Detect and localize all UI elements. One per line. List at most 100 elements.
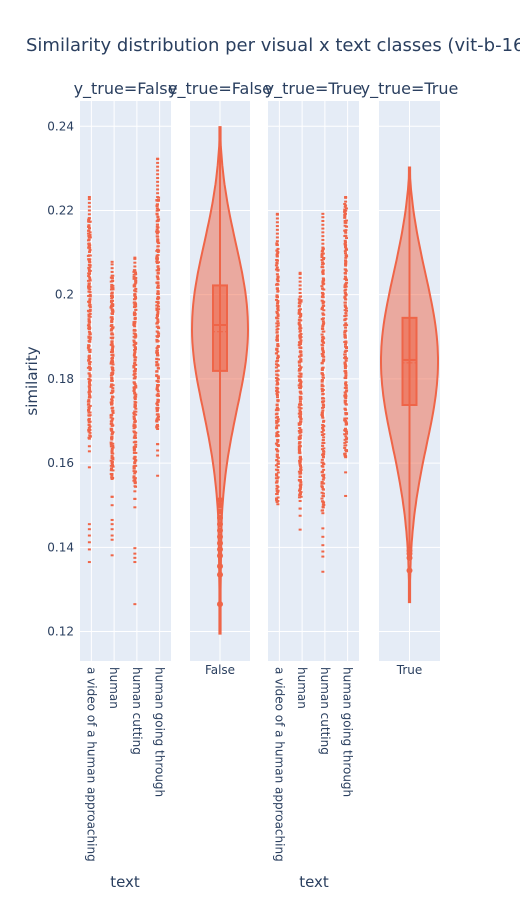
strip-point — [322, 256, 326, 259]
strip-point — [111, 458, 115, 461]
strip-point — [298, 493, 302, 496]
strip-point — [276, 491, 280, 494]
strip-point — [87, 380, 91, 383]
strip-point — [87, 445, 91, 448]
strip-point — [321, 272, 325, 275]
strip-point — [275, 347, 279, 350]
strip-point — [109, 420, 113, 423]
strip-point — [276, 301, 280, 304]
strip-point — [343, 370, 347, 373]
strip-point — [134, 356, 138, 359]
y-tick-label: 0.22 — [47, 203, 74, 217]
strip-point — [110, 477, 114, 480]
strip-point — [343, 304, 347, 307]
y-tick-label: 0.18 — [47, 372, 74, 386]
strip-point — [111, 444, 115, 447]
strip-point — [344, 390, 348, 393]
strip-point — [110, 332, 114, 335]
strip-point — [321, 544, 325, 547]
strip-point — [320, 340, 324, 343]
strip-point — [88, 250, 92, 253]
strip-point — [344, 269, 348, 272]
strip-point — [133, 314, 137, 317]
strip-point — [297, 448, 301, 451]
strip-point — [87, 234, 91, 237]
strip-point — [299, 358, 303, 361]
strip-point — [345, 225, 349, 228]
strip-point — [343, 208, 347, 211]
strip-point — [88, 431, 92, 434]
strip-point — [344, 293, 348, 296]
strip-point — [343, 452, 347, 455]
strip-point — [132, 415, 136, 418]
strip-point — [133, 461, 137, 464]
strip-point — [87, 362, 91, 365]
strip-point — [275, 261, 279, 264]
strip-point — [88, 276, 92, 279]
strip-point — [344, 207, 348, 210]
strip-point — [299, 360, 303, 363]
strip-point — [320, 256, 324, 259]
strip-point — [275, 392, 279, 395]
strip-point — [157, 208, 161, 211]
strip-point — [297, 489, 301, 492]
strip-point — [133, 358, 137, 361]
strip-point — [86, 279, 90, 282]
strip-point — [276, 445, 280, 448]
strip-point — [297, 360, 301, 363]
y-tick-label: 0.12 — [47, 625, 74, 639]
strip-point — [155, 349, 159, 352]
strip-point — [156, 394, 160, 397]
strip-point — [156, 169, 160, 172]
strip-point — [321, 385, 325, 388]
strip-point — [344, 312, 348, 315]
strip-point — [110, 263, 114, 266]
strip-point — [321, 416, 325, 419]
strip-point — [343, 417, 347, 420]
strip-point — [321, 212, 325, 215]
strip-point — [320, 387, 324, 390]
strip-point — [345, 417, 349, 420]
strip-point — [343, 401, 347, 404]
strip-point — [343, 271, 347, 274]
strip-point — [321, 455, 325, 458]
strip-point — [88, 233, 92, 236]
strip-point — [88, 361, 92, 364]
strip-point — [343, 242, 347, 245]
strip-point — [88, 278, 92, 281]
strip-point — [156, 265, 160, 268]
strip-point — [156, 377, 160, 380]
strip-point — [110, 476, 114, 479]
strip-point — [322, 436, 326, 439]
strip-point — [134, 443, 138, 446]
strip-point — [133, 362, 137, 365]
strip-point — [110, 467, 114, 470]
strip-point — [321, 281, 325, 284]
strip-point — [298, 308, 302, 311]
strip-point — [155, 330, 159, 333]
strip-point — [275, 379, 279, 382]
strip-point — [133, 352, 137, 355]
strip-point — [156, 284, 160, 287]
strip-point — [276, 433, 280, 436]
strip-point — [86, 254, 90, 257]
strip-point — [132, 332, 136, 335]
strip-point — [343, 376, 347, 379]
strip-point — [321, 277, 325, 280]
strip-point — [155, 199, 159, 202]
strip-point — [155, 207, 159, 210]
strip-point — [343, 353, 347, 356]
strip-point — [156, 408, 160, 411]
strip-point — [274, 464, 278, 467]
strip-point — [345, 357, 349, 360]
strip-point — [133, 481, 137, 484]
violin-outlier — [217, 514, 223, 521]
strip-point — [134, 271, 138, 274]
strip-point — [87, 272, 91, 275]
strip-point — [276, 302, 280, 305]
strip-point — [274, 426, 278, 429]
strip-point — [298, 324, 302, 327]
strip-point — [156, 393, 160, 396]
strip-point — [321, 313, 325, 316]
strip-point — [298, 437, 302, 440]
